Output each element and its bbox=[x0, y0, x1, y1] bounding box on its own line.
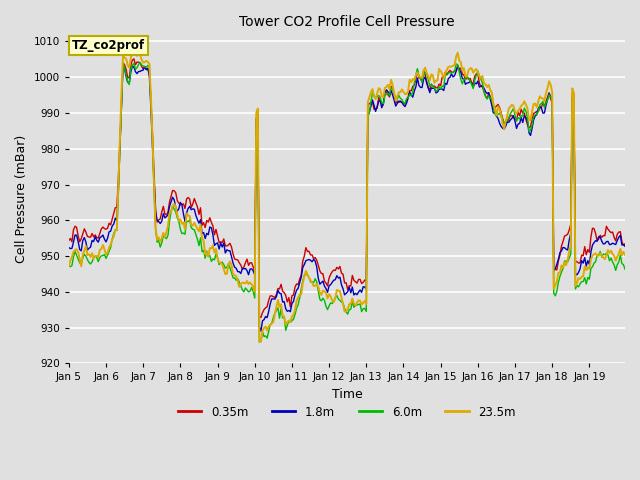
Text: TZ_co2prof: TZ_co2prof bbox=[72, 39, 145, 52]
X-axis label: Time: Time bbox=[332, 388, 362, 401]
Y-axis label: Cell Pressure (mBar): Cell Pressure (mBar) bbox=[15, 135, 28, 263]
Legend: 0.35m, 1.8m, 6.0m, 23.5m: 0.35m, 1.8m, 6.0m, 23.5m bbox=[173, 401, 521, 423]
Title: Tower CO2 Profile Cell Pressure: Tower CO2 Profile Cell Pressure bbox=[239, 15, 455, 29]
